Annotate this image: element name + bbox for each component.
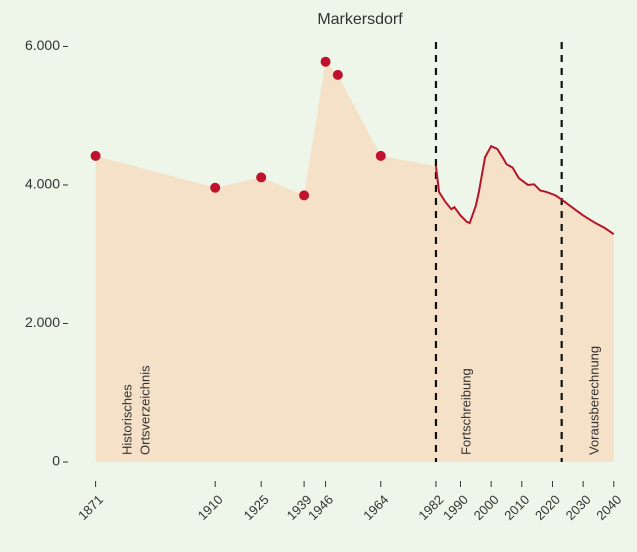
x-tick-label: 2020 xyxy=(532,492,563,523)
data-point xyxy=(299,190,310,201)
x-tick-label: 2040 xyxy=(593,492,624,523)
data-point xyxy=(256,172,267,183)
data-point xyxy=(332,69,343,80)
data-line xyxy=(434,144,563,225)
y-tick-label: 0 xyxy=(52,453,60,469)
x-tick-label: 1982 xyxy=(415,492,446,523)
y-tick-label: 4.000 xyxy=(25,176,60,192)
data-point xyxy=(210,182,221,193)
chart-title: Markersdorf xyxy=(317,11,403,28)
data-point xyxy=(90,150,101,161)
y-tick-label: 6.000 xyxy=(25,37,60,53)
x-tick-label: 1871 xyxy=(75,492,106,523)
x-tick-label: 1925 xyxy=(241,492,272,523)
annotation: Fortschreibung xyxy=(458,368,473,455)
annotation: Ortsverzeichnis xyxy=(137,365,152,455)
x-tick-label: 1946 xyxy=(305,492,336,523)
annotation: Historisches xyxy=(119,384,134,455)
annotation: Vorausberechnung xyxy=(586,346,601,455)
x-tick-label: 1964 xyxy=(360,492,391,523)
area xyxy=(95,61,614,462)
x-tick-label: 2000 xyxy=(471,492,502,523)
x-tick-label: 1910 xyxy=(195,492,226,523)
data-point xyxy=(320,56,331,67)
x-tick-label: 1990 xyxy=(440,492,471,523)
x-tick-label: 2030 xyxy=(563,492,594,523)
y-tick-label: 2.000 xyxy=(25,314,60,330)
data-point xyxy=(375,150,386,161)
x-tick-label: 2010 xyxy=(501,492,532,523)
data-line xyxy=(561,198,615,235)
